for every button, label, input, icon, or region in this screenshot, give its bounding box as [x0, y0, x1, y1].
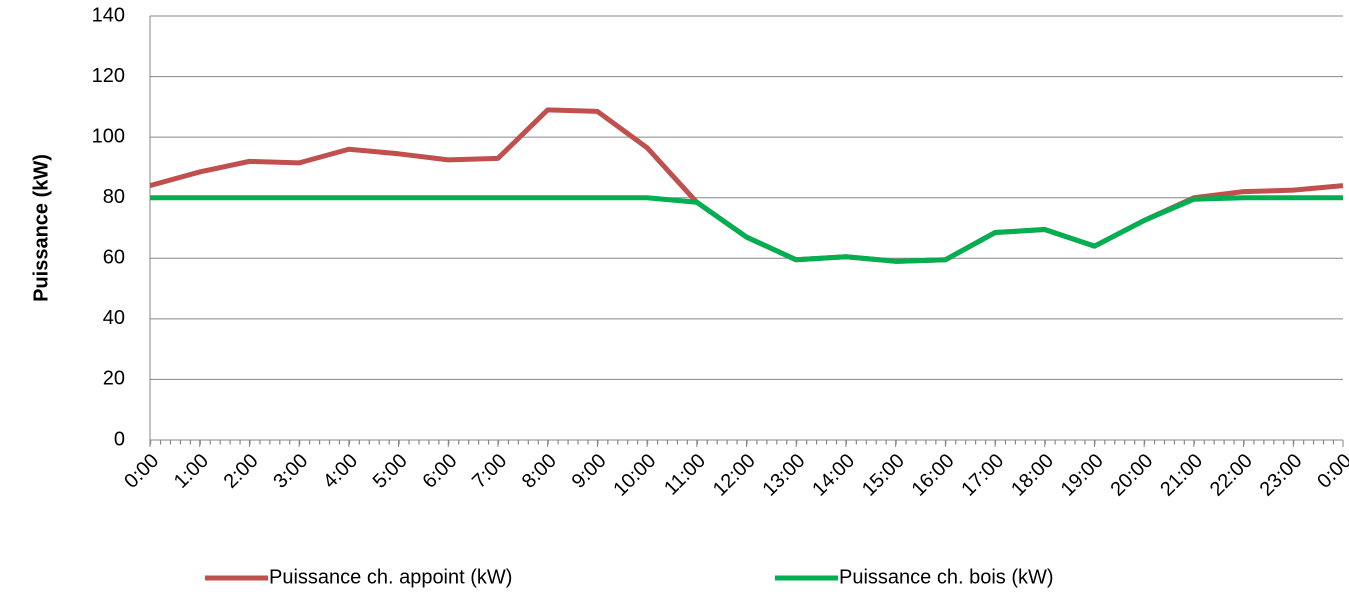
y-tick-label: 60	[103, 247, 125, 269]
x-tick-label: 2:00	[220, 450, 263, 493]
x-tick-label: 19:00	[1057, 450, 1108, 501]
x-tick-label: 4:00	[319, 450, 362, 493]
x-tick-label: 17:00	[957, 450, 1008, 501]
x-tick-label: 13:00	[759, 450, 810, 501]
x-tick-label: 20:00	[1106, 450, 1157, 501]
legend-label: Puissance ch. bois (kW)	[839, 566, 1054, 588]
x-tick-label: 8:00	[518, 450, 561, 493]
x-tick-label: 15:00	[858, 450, 909, 501]
y-tick-label: 120	[92, 65, 125, 87]
x-tick-label: 14:00	[808, 450, 859, 501]
y-tick-label: 40	[103, 307, 125, 329]
x-tick-label: 7:00	[468, 450, 511, 493]
x-tick-label: 5:00	[369, 450, 412, 493]
x-tick-label: 0:00	[1313, 450, 1349, 493]
x-tick-label: 10:00	[609, 450, 660, 501]
legend-label: Puissance ch. appoint (kW)	[269, 566, 512, 588]
y-tick-label: 20	[103, 368, 125, 390]
x-tick-label: 3:00	[269, 450, 312, 493]
y-tick-label: 0	[114, 428, 125, 450]
x-tick-label: 0:00	[120, 450, 163, 493]
x-tick-label: 21:00	[1156, 450, 1207, 501]
y-tick-label: 80	[103, 186, 125, 208]
y-axis-label: Puissance (kW)	[30, 154, 52, 302]
x-tick-label: 23:00	[1256, 450, 1307, 501]
x-tick-label: 22:00	[1206, 450, 1257, 501]
x-tick-label: 12:00	[709, 450, 760, 501]
x-tick-label: 16:00	[908, 450, 959, 501]
series-line	[150, 195, 1343, 264]
x-tick-label: 18:00	[1007, 450, 1058, 501]
y-tick-label: 140	[92, 4, 125, 26]
x-tick-label: 9:00	[568, 450, 611, 493]
x-tick-label: 6:00	[418, 450, 461, 493]
y-tick-label: 100	[92, 125, 125, 147]
x-tick-label: 1:00	[170, 450, 213, 493]
x-tick-label: 11:00	[660, 450, 710, 500]
